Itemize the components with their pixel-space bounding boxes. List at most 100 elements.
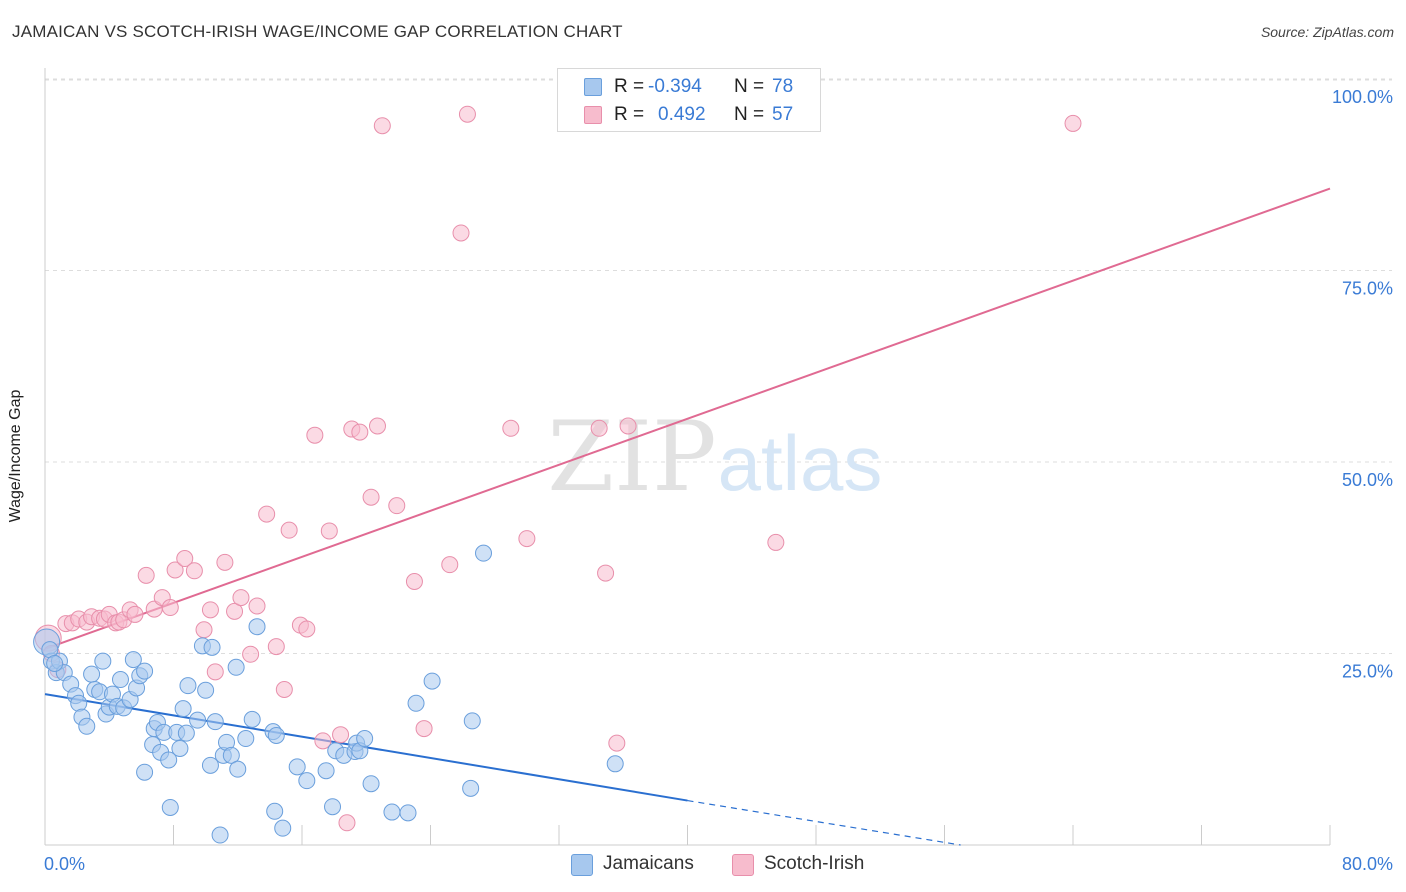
- data-point-jamaicans: [197, 681, 215, 699]
- data-point-scotch-irish: [314, 732, 332, 750]
- data-point-scotch-irish: [362, 488, 380, 506]
- data-point-scotch-irish: [405, 572, 423, 590]
- data-point-jamaicans: [177, 724, 195, 742]
- data-point-jamaicans: [189, 711, 207, 729]
- chart-title: JAMAICAN VS SCOTCH-IRISH WAGE/INCOME GAP…: [12, 22, 623, 41]
- legend-n-label: N =: [734, 76, 765, 97]
- data-point-jamaicans: [222, 746, 240, 764]
- data-point-scotch-irish: [368, 417, 386, 435]
- trend-solid-scotch-irish: [44, 187, 1331, 650]
- legend-r-label: R =: [614, 76, 645, 97]
- data-point-scotch-irish: [518, 530, 536, 548]
- data-point-scotch-irish: [176, 550, 194, 568]
- data-point-jamaicans: [423, 672, 441, 690]
- data-point-scotch-irish: [608, 734, 626, 752]
- data-point-jamaicans: [227, 658, 245, 676]
- data-point-jamaicans: [203, 638, 221, 656]
- data-point-jamaicans: [237, 730, 255, 748]
- data-point-scotch-irish: [590, 419, 608, 437]
- data-point-jamaicans: [46, 654, 64, 672]
- bottom-legend-swatch-scotch-irish: [732, 854, 754, 876]
- legend-row-jamaicans: R = -0.394 N = 78: [558, 72, 820, 100]
- x-tick-label: 80.0%: [1342, 854, 1393, 874]
- data-point-scotch-irish: [166, 561, 184, 579]
- trend-line-scotch-irish: [44, 187, 1331, 650]
- data-point-jamaicans: [70, 694, 88, 712]
- data-point-scotch-irish: [619, 417, 637, 435]
- bottom-legend-label-scotch-irish: Scotch-Irish: [764, 853, 865, 874]
- data-point-jamaicans: [206, 713, 224, 731]
- data-point-jamaicans: [136, 763, 154, 781]
- data-point-jamaicans: [462, 779, 480, 797]
- y-tick-label: 25.0%: [1342, 662, 1393, 682]
- data-point-jamaicans: [606, 755, 624, 773]
- data-point-jamaicans: [248, 618, 266, 636]
- data-point-jamaicans: [274, 819, 292, 837]
- data-point-scotch-irish: [441, 556, 459, 574]
- data-point-scotch-irish: [388, 497, 406, 515]
- data-point-scotch-irish: [373, 117, 391, 135]
- data-point-jamaicans: [267, 726, 285, 744]
- data-point-jamaicans: [362, 775, 380, 793]
- data-point-scotch-irish: [306, 426, 324, 444]
- data-point-scotch-irish: [280, 521, 298, 539]
- data-point-jamaicans: [266, 802, 284, 820]
- data-point-scotch-irish: [195, 621, 213, 639]
- data-point-jamaicans: [229, 760, 247, 778]
- points-jamaicans: [33, 544, 624, 844]
- watermark: ZIP atlas: [547, 401, 882, 513]
- data-point-scotch-irish: [248, 597, 266, 615]
- data-point-jamaicans: [179, 677, 197, 695]
- y-tick-label: 50.0%: [1342, 470, 1393, 490]
- points-scotch-irish: [34, 105, 1082, 832]
- y-tick-label: 75.0%: [1342, 279, 1393, 299]
- data-point-scotch-irish: [206, 663, 224, 681]
- data-point-scotch-irish: [126, 605, 144, 623]
- data-point-scotch-irish: [137, 566, 155, 584]
- trend-dashed-jamaicans: [687, 799, 961, 846]
- watermark-atlas: atlas: [718, 419, 883, 507]
- data-point-jamaicans: [407, 694, 425, 712]
- data-point-jamaicans: [160, 751, 178, 769]
- data-point-jamaicans: [136, 662, 154, 680]
- data-point-scotch-irish: [351, 423, 369, 441]
- data-point-jamaicans: [399, 804, 417, 822]
- data-point-scotch-irish: [452, 224, 470, 242]
- data-point-scotch-irish: [415, 720, 433, 738]
- source-label: Source: ZipAtlas.com: [1260, 24, 1394, 40]
- data-point-jamaicans: [298, 772, 316, 790]
- data-point-scotch-irish: [597, 564, 615, 582]
- legend-n-label: N =: [734, 104, 765, 125]
- data-point-jamaicans: [83, 665, 101, 683]
- legend-r-value-jamaicans: -0.394: [648, 76, 702, 97]
- data-point-jamaicans: [174, 700, 192, 718]
- y-axis-label: Wage/Income Gap: [7, 389, 24, 523]
- legend-swatch-jamaicans: [584, 78, 602, 96]
- legend-n-value-jamaicans: 78: [772, 76, 794, 97]
- data-point-scotch-irish: [161, 599, 179, 617]
- data-point-scotch-irish: [332, 726, 350, 744]
- data-point-scotch-irish: [502, 419, 520, 437]
- data-point-jamaicans: [94, 652, 112, 670]
- data-point-jamaicans: [288, 758, 306, 776]
- data-point-jamaicans: [463, 712, 481, 730]
- data-point-scotch-irish: [767, 533, 785, 551]
- data-point-scotch-irish: [458, 105, 476, 123]
- data-point-scotch-irish: [185, 562, 203, 580]
- legend-row-scotch-irish: R = 0.492 N = 57: [558, 100, 820, 128]
- data-point-scotch-irish: [338, 814, 356, 832]
- data-point-jamaicans: [171, 739, 189, 757]
- data-point-jamaicans: [317, 762, 335, 780]
- bottom-legend-swatch-jamaicans: [571, 854, 593, 876]
- data-point-scotch-irish: [1064, 114, 1082, 132]
- data-point-scotch-irish: [201, 601, 219, 619]
- bottom-legend-label-jamaicans: Jamaicans: [603, 853, 694, 874]
- data-point-jamaicans: [124, 651, 142, 669]
- correlation-legend: R = -0.394 N = 78 R = 0.492 N = 57: [557, 68, 821, 132]
- legend-swatch-scotch-irish: [584, 106, 602, 124]
- data-point-scotch-irish: [226, 602, 244, 620]
- data-point-jamaicans: [356, 730, 374, 748]
- data-point-scotch-irish: [275, 681, 293, 699]
- data-point-scotch-irish: [242, 645, 260, 663]
